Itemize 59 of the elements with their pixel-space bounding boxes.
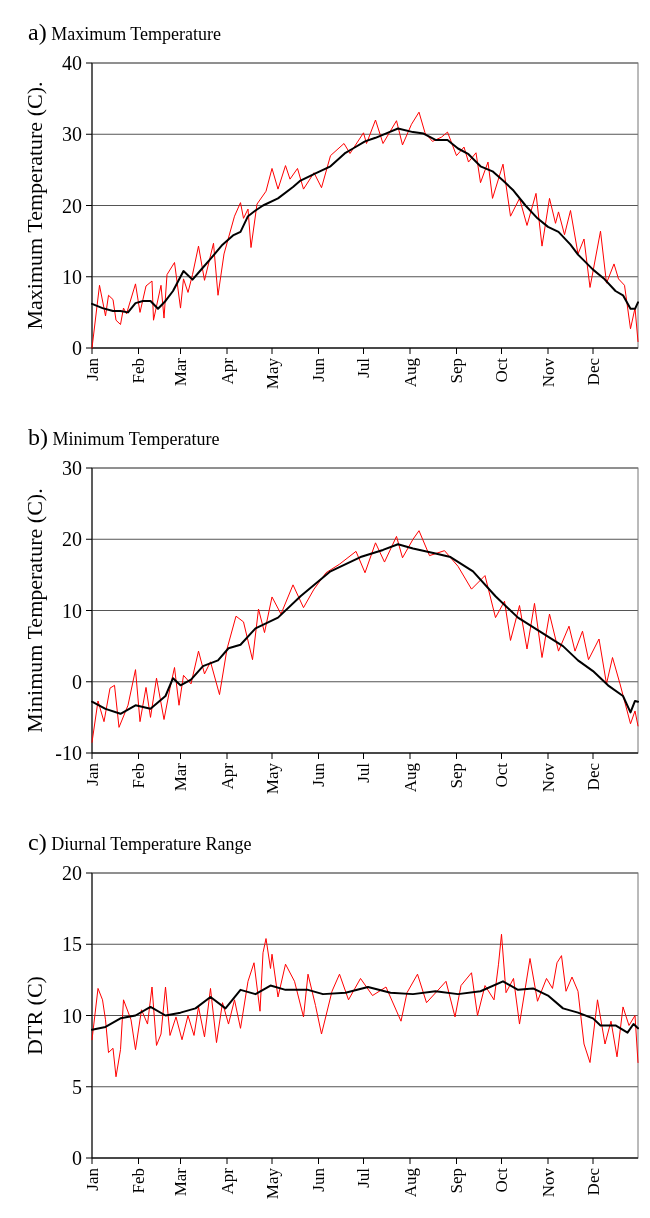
x-tick-label: Aug (400, 762, 420, 793)
line-series (91, 933, 639, 1078)
y-tick-label: 10 (62, 1004, 82, 1027)
x-tick-label: Feb (129, 358, 149, 384)
x-tick-label: Mar (171, 762, 191, 792)
y-axis-title: Maximum Temperature (C). (22, 81, 47, 330)
y-tick-label: 30 (62, 123, 82, 146)
x-tick-label: Jan (82, 357, 102, 381)
x-tick-label: Jun (309, 357, 329, 382)
x-tick-label: Dec (583, 762, 603, 791)
y-tick-label: 15 (62, 933, 82, 956)
x-tick-label: Nov (538, 1167, 558, 1198)
x-tick-label: Oct (492, 357, 512, 383)
x-tick-label: Dec (583, 1167, 603, 1196)
chart-title: c) Diurnal Temperature Range (28, 829, 252, 855)
x-tick-label: Sep (447, 358, 467, 384)
y-tick-label: 5 (72, 1075, 82, 1098)
y-tick-label: -10 (55, 742, 82, 764)
x-tick-label: Dec (583, 357, 603, 386)
x-tick-label: May (262, 1167, 282, 1200)
x-tick-label: Aug (400, 357, 420, 388)
y-tick-label: 30 (62, 457, 82, 479)
y-tick-label: 20 (62, 862, 82, 884)
x-tick-label: Jul (354, 357, 374, 378)
x-tick-label: Mar (171, 357, 191, 387)
x-tick-label: May (262, 357, 282, 390)
y-tick-label: 10 (62, 265, 82, 288)
x-tick-label: Nov (538, 762, 558, 793)
chart-title: a) Maximum Temperature (28, 19, 222, 45)
x-tick-label: Jun (309, 1167, 329, 1192)
x-tick-label: Nov (538, 357, 558, 388)
x-tick-label: Mar (171, 1167, 191, 1197)
x-tick-label: Oct (492, 762, 512, 788)
y-axis-title: DTR (C) (22, 976, 47, 1055)
x-tick-label: Jun (309, 762, 329, 787)
y-tick-label: 10 (62, 599, 82, 622)
x-tick-label: Apr (217, 762, 237, 790)
x-tick-label: Feb (129, 763, 149, 789)
y-tick-label: 0 (72, 1147, 82, 1169)
x-tick-label: Oct (492, 1167, 512, 1193)
x-tick-label: Jan (82, 1167, 102, 1191)
y-tick-label: 20 (62, 194, 82, 217)
y-tick-label: 20 (62, 528, 82, 551)
x-tick-label: Apr (217, 1167, 237, 1195)
x-tick-label: Jul (354, 1167, 374, 1188)
x-tick-label: May (262, 762, 282, 795)
x-tick-label: Feb (129, 1168, 149, 1194)
chart-title: b) Minimum Temperature (28, 424, 220, 450)
x-tick-label: Jul (354, 762, 374, 783)
y-tick-label: 40 (62, 52, 82, 74)
x-tick-label: Sep (447, 1168, 467, 1194)
y-tick-label: 0 (72, 337, 82, 359)
x-tick-label: Sep (447, 763, 467, 789)
y-axis-title: Minimum Temperature (C). (22, 488, 47, 733)
y-tick-label: 0 (72, 670, 82, 693)
line-series (91, 530, 639, 743)
x-tick-label: Jan (82, 762, 102, 786)
x-tick-label: Apr (217, 357, 237, 385)
x-tick-label: Aug (400, 1167, 420, 1198)
